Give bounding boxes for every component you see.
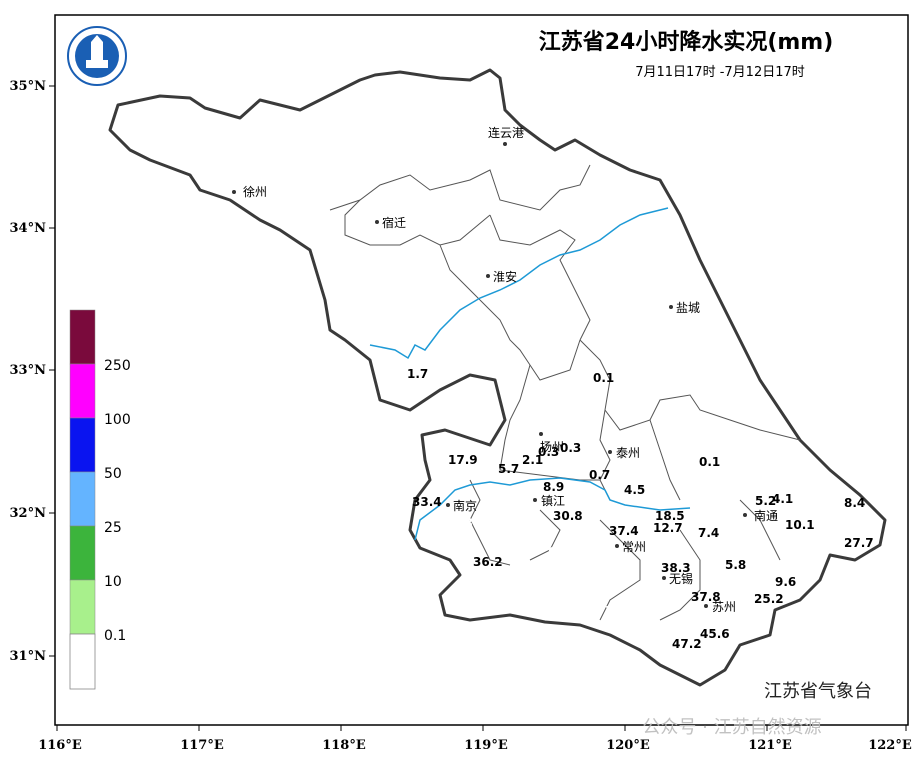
- yangtze-river: [414, 477, 691, 541]
- station-value: 143.2: [450, 601, 488, 615]
- station-value: 68.2: [498, 512, 528, 526]
- station-value: 30.8: [553, 509, 583, 523]
- lon-label: 122°E: [868, 738, 912, 753]
- city-label: 苏州: [712, 600, 736, 614]
- huaihe-river: [369, 207, 669, 360]
- legend-label: 250: [104, 358, 131, 374]
- axis-ticks: [49, 85, 907, 731]
- lon-label: 117°E: [180, 738, 224, 753]
- city-label: 常州: [622, 540, 646, 554]
- station-value: 0.3: [560, 441, 581, 455]
- legend-label: 0.1: [104, 628, 126, 644]
- lon-label: 119°E: [464, 738, 508, 753]
- lat-label: 32°N: [10, 506, 47, 521]
- station-value: 17.9: [448, 453, 478, 467]
- station-value: 37.4: [609, 524, 639, 538]
- city-markers: 连云港 徐州 宿迁 淮安 盐城 扬州 泰州 镇江 南京 常州 无锡 南通 苏州: [232, 125, 778, 614]
- station-value: 12.7: [653, 521, 683, 535]
- station-value: 2.1: [522, 453, 543, 467]
- station-value: 8.4: [844, 496, 865, 510]
- city-label: 南通: [754, 508, 778, 523]
- station-value: 5.2: [755, 494, 776, 508]
- lon-label: 121°E: [748, 738, 792, 753]
- station-value: 5.7: [498, 462, 519, 476]
- lat-label: 34°N: [10, 221, 47, 236]
- station-value: 77.4: [597, 604, 627, 618]
- city-label: 南京: [453, 498, 477, 513]
- station-value: 72.0: [516, 533, 546, 547]
- city-label: 盐城: [676, 301, 700, 315]
- city-label: 扬州: [540, 439, 564, 454]
- station-value: 10.1: [785, 518, 815, 532]
- watermark: 公众号 · 江苏自然资源: [642, 717, 821, 738]
- station-value: 25.2: [754, 592, 784, 606]
- station-value: 0.7: [589, 468, 610, 482]
- province-border: [108, 68, 887, 687]
- station-value: 68.5: [456, 516, 486, 530]
- station-value: 47.2: [672, 637, 702, 651]
- station-value: 45.6: [700, 627, 730, 641]
- city-label: 连云港: [488, 125, 524, 140]
- legend-label: 10: [104, 574, 122, 590]
- legend-label: 100: [104, 412, 131, 428]
- station-value: 67.4: [548, 545, 578, 559]
- meteorological-bureau-logo: [67, 26, 127, 86]
- station-value: 5.8: [725, 558, 746, 572]
- station-value: 4.1: [772, 492, 793, 506]
- map-title: 江苏省24小时降水实况(mm): [539, 29, 834, 55]
- lat-label: 35°N: [10, 79, 47, 94]
- station-value: 111.8: [535, 587, 573, 601]
- station-values: 1.7 0.1 17.9 5.7 2.1 0.3 0.3 0.7 0.1 8.9…: [407, 367, 874, 651]
- city-boundaries: [329, 164, 801, 621]
- city-label: 无锡: [669, 571, 693, 586]
- lon-label: 116°E: [38, 738, 82, 753]
- lon-label: 118°E: [322, 738, 366, 753]
- city-label: 徐州: [243, 184, 267, 199]
- station-value: 33.4: [412, 495, 442, 509]
- station-value: 9.6: [775, 575, 796, 589]
- legend-label: 25: [104, 520, 122, 536]
- lat-label: 33°N: [10, 363, 47, 378]
- lat-label: 31°N: [10, 649, 47, 664]
- legend: 250 100 50 25 10 0.1: [69, 309, 131, 690]
- station-value: 18.5: [655, 509, 685, 523]
- station-value: 38.3: [661, 561, 691, 575]
- station-value: 8.9: [543, 480, 564, 494]
- city-label: 淮安: [493, 269, 517, 284]
- station-value: 4.5: [624, 483, 645, 497]
- legend-label: 50: [104, 466, 122, 482]
- lon-label: 120°E: [606, 738, 650, 753]
- agency-label: 江苏省气象台: [764, 681, 872, 702]
- station-value: 0.1: [699, 455, 720, 469]
- station-value: 1.7: [407, 367, 428, 381]
- station-value: 37.8: [691, 590, 721, 604]
- station-value: 27.7: [844, 536, 874, 550]
- station-value: 36.2: [473, 555, 503, 569]
- city-label: 泰州: [616, 446, 640, 460]
- station-value: 0.1: [593, 371, 614, 385]
- map-subtitle: 7月11日17时 -7月12日17时: [635, 65, 805, 80]
- station-value: 0.3: [538, 445, 559, 459]
- city-label: 镇江: [541, 494, 565, 508]
- station-value: 7.4: [698, 526, 719, 540]
- city-label: 宿迁: [382, 215, 406, 230]
